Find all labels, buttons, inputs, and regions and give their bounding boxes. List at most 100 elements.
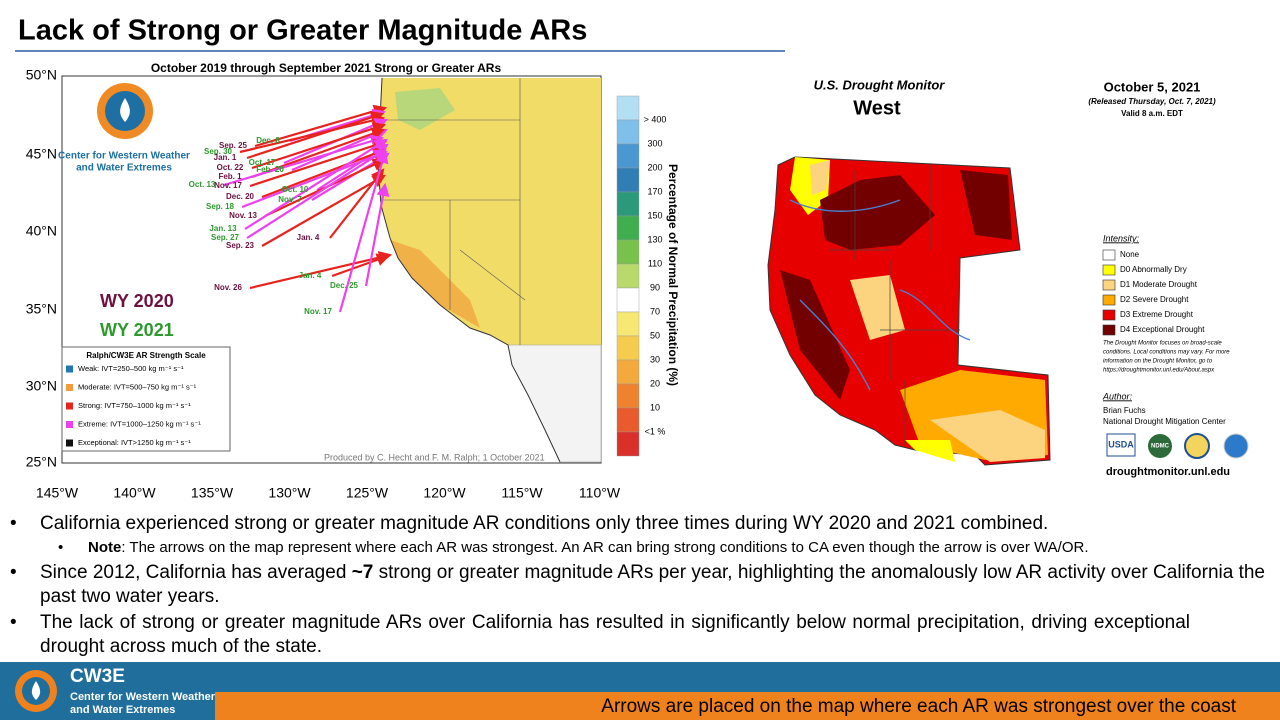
ar-date-label: Sep. 30 <box>204 147 233 156</box>
ndmc-logo-text: NDMC <box>1151 444 1170 450</box>
colorbar-segment <box>616 215 640 241</box>
colorbar-segment <box>616 335 640 361</box>
colorbar-segment <box>616 287 640 313</box>
d4-area <box>960 170 1012 240</box>
ar-date-label: Jan. 1 <box>214 153 237 162</box>
bullet: Since 2012, California has averaged ~7 s… <box>10 561 1266 609</box>
usdm-legend-title: Intensity: <box>1103 233 1140 243</box>
colorbar-label: 300 <box>647 138 662 148</box>
colorbar-label: 70 <box>650 306 660 316</box>
lat-label: 50°N <box>26 67 57 83</box>
credit: Produced by C. Hecht and F. M. Ralph; 1 … <box>324 452 545 462</box>
ar-date-label: Nov. 17 <box>214 181 242 190</box>
ar-arrow <box>239 114 386 154</box>
usdm-note: The Drought Monitor focuses on broad-sca… <box>1103 341 1222 347</box>
author-title: Author: <box>1102 391 1133 401</box>
ar-arrow <box>249 251 393 290</box>
footer-logo-text: and Water Extremes <box>70 704 175 716</box>
author-org: National Drought Mitigation Center <box>1103 417 1226 426</box>
colorbar-segment <box>616 167 640 193</box>
ar-arrow <box>338 149 389 313</box>
ar-date-label: Sep. 23 <box>226 241 255 250</box>
ar-legend-swatch <box>66 421 73 428</box>
usdm-legend-swatch <box>1102 249 1116 261</box>
logo-drop <box>120 98 130 122</box>
usdm-note: information on the Drought Monitor, go t… <box>1103 359 1213 365</box>
ar-date-label: Sep. 25 <box>219 141 248 150</box>
usdm-date: October 5, 2021 <box>1104 79 1201 94</box>
ar-date-label: Oct. 10 <box>282 185 309 194</box>
ar-date-label: Jan. 4 <box>297 233 320 242</box>
d4-area <box>820 175 935 250</box>
doc-logo <box>1184 433 1210 459</box>
usdm-legend-label: D1 Moderate Drought <box>1120 280 1198 289</box>
colorbar-label: 90 <box>650 282 660 292</box>
bullet-bold: ~7 <box>351 562 374 583</box>
ar-legend-swatch <box>66 439 73 447</box>
ar-date-label: Oct. 17 <box>249 158 276 167</box>
logo-text: Center for Western Weather <box>58 151 190 162</box>
ar-date-label: Feb. 1 <box>218 172 242 181</box>
ar-legend-box <box>61 346 231 452</box>
author: Brian Fuchs <box>1103 406 1146 415</box>
lon-label: 140°W <box>113 485 156 501</box>
colorbar-title: Percentage of Normal Precipitation (%) <box>666 164 680 386</box>
ar-arrow <box>241 149 389 209</box>
dry-area <box>390 240 480 328</box>
colorbar-segment <box>616 143 640 169</box>
lat-label: 30°N <box>26 378 57 394</box>
ar-legend-label: Weak: IVT=250–500 kg m⁻¹ s⁻¹ <box>78 364 184 373</box>
colorbar-label: 110 <box>648 258 662 268</box>
ar-arrow <box>249 139 388 188</box>
ar-arrow <box>364 182 390 287</box>
usdm-released: (Released Thursday, Oct. 7, 2021) <box>1088 97 1216 106</box>
usdm-legend-swatch <box>1102 279 1116 291</box>
state-lines <box>381 78 526 345</box>
ar-arrow <box>246 148 387 239</box>
noaa-logo <box>1223 433 1249 459</box>
ar-arrow <box>223 134 385 187</box>
ar-date-label: Sep. 18 <box>206 202 235 211</box>
usdm-region: West <box>853 97 901 119</box>
colorbar-segment <box>616 359 640 385</box>
bullet-text: California experienced strong or greater… <box>40 513 1049 534</box>
ar-legend-swatch <box>66 384 73 391</box>
colorbar-label: 30 <box>650 354 660 364</box>
d1-area <box>930 410 1045 462</box>
colorbar-label: 150 <box>647 210 662 220</box>
ar-date-label: Dec. 8 <box>256 136 280 145</box>
colorbar-label: > 400 <box>644 114 667 124</box>
slide-title: Lack of Strong or Greater Magnitude ARs <box>18 15 587 47</box>
usda-logo-text: USDA <box>1108 439 1134 449</box>
lat-label: 25°N <box>26 454 57 470</box>
ar-date-label: Nov. 17 <box>304 307 332 316</box>
ar-arrow <box>246 111 385 160</box>
ar-legend-label: Strong: IVT=750–1000 kg m⁻¹ s⁻¹ <box>78 401 191 410</box>
ar-date-label: Oct. 13 <box>189 180 216 189</box>
d1-area <box>810 160 830 195</box>
bullet-text: The lack of strong or greater magnitude … <box>40 612 1190 657</box>
colorbar-label: 50 <box>650 330 660 340</box>
colorbar-label: 10 <box>650 402 660 412</box>
usdm-note: https://droughtmonitor.unl.edu/About.asp… <box>1103 368 1215 374</box>
lon-label: 130°W <box>268 485 311 501</box>
ar-arrow <box>254 104 388 148</box>
ar-arrow <box>261 147 387 199</box>
colorbar-segment <box>616 191 640 217</box>
usda-logo <box>1106 433 1136 457</box>
ar-date-label: Nov. 7 <box>278 195 302 204</box>
bullet-text: strong or greater magnitude ARs per year… <box>40 562 1266 607</box>
lon-label: 125°W <box>346 485 389 501</box>
ar-date-label: Oct. 22 <box>217 163 244 172</box>
usdm-legend-label: D2 Severe Drought <box>1120 295 1189 304</box>
year-label: WY 2020 <box>100 291 174 311</box>
colorbar-segment <box>616 119 640 145</box>
lat-label: 35°N <box>26 301 57 317</box>
colorbar-label: 170 <box>647 186 662 196</box>
d1-area <box>850 275 905 340</box>
usdm-note: conditions. Local conditions may vary. F… <box>1103 350 1230 356</box>
usdm-legend-swatch <box>1102 324 1116 336</box>
lon-label: 145°W <box>36 485 79 501</box>
d0-area <box>905 440 955 462</box>
ndmc-logo <box>1148 434 1172 458</box>
